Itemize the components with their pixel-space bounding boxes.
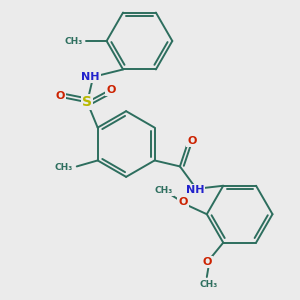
Text: NH: NH (186, 185, 204, 195)
Text: O: O (178, 197, 188, 207)
Text: CH₃: CH₃ (54, 164, 72, 172)
Text: CH₃: CH₃ (154, 186, 172, 195)
Text: O: O (187, 136, 196, 146)
Text: O: O (106, 85, 116, 95)
Text: O: O (202, 257, 212, 267)
Text: O: O (56, 91, 65, 101)
Text: CH₃: CH₃ (65, 37, 83, 46)
Text: S: S (82, 95, 92, 109)
Text: NH: NH (81, 72, 99, 82)
Text: CH₃: CH₃ (199, 280, 218, 289)
